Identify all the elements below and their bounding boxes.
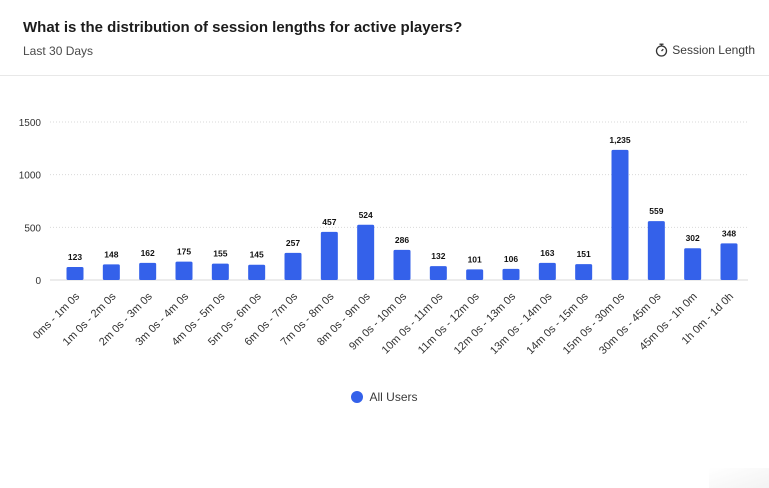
bar [248, 264, 266, 280]
data-label: 123 [68, 252, 82, 262]
x-tick-label: 14m 0s - 15m 0s [524, 290, 591, 357]
data-label: 257 [286, 238, 300, 248]
bar [175, 261, 193, 280]
bar [393, 249, 411, 280]
bar [647, 221, 665, 280]
bar [684, 248, 702, 280]
bar [284, 252, 302, 280]
x-tick-label: 30m 0s - 45m 0s [597, 290, 664, 357]
legend[interactable]: All Users [0, 390, 769, 404]
legend-label: All Users [369, 390, 418, 404]
bar [320, 231, 338, 280]
x-tick-label: 13m 0s - 14m 0s [488, 290, 555, 357]
data-label: 106 [504, 254, 518, 264]
y-tick-label: 1000 [19, 171, 42, 182]
bar [538, 262, 556, 280]
stopwatch-icon [655, 43, 668, 57]
bar [211, 263, 229, 280]
data-label: 286 [395, 235, 409, 245]
date-range-label: Last 30 Days [23, 44, 94, 58]
data-label: 524 [359, 210, 373, 220]
data-label: 145 [250, 250, 264, 260]
data-label: 175 [177, 247, 191, 257]
data-label: 101 [468, 254, 482, 264]
x-tick-label: 12m 0s - 13m 0s [452, 290, 519, 357]
corner-shadow [709, 468, 769, 488]
y-tick-label: 500 [24, 223, 41, 234]
metric-label: Session Length [672, 43, 755, 57]
bar [466, 269, 484, 280]
bar [429, 266, 447, 280]
data-label: 162 [141, 248, 155, 258]
x-tick-label: 10m 0s - 11m 0s [380, 290, 446, 356]
bar [720, 243, 738, 280]
data-label: 457 [322, 217, 336, 227]
bar [66, 267, 84, 280]
data-label: 163 [540, 248, 554, 258]
bar [502, 268, 520, 280]
data-label: 132 [431, 251, 445, 261]
y-tick-label: 1500 [19, 118, 42, 129]
header-divider [0, 75, 769, 76]
bar [139, 262, 157, 280]
y-tick-label: 0 [35, 276, 41, 287]
chart-title: What is the distribution of session leng… [23, 19, 463, 36]
x-tick-label: 15m 0s - 30m 0s [561, 290, 628, 357]
bar [357, 224, 375, 280]
legend-swatch [351, 391, 364, 403]
bar [575, 264, 593, 280]
bar [102, 264, 120, 280]
data-label: 559 [649, 206, 663, 216]
data-label: 348 [722, 228, 736, 238]
x-tick-label: 11m 0s - 12m 0s [416, 290, 482, 356]
data-label: 1,235 [609, 135, 631, 145]
data-label: 155 [213, 249, 227, 259]
data-label: 151 [577, 249, 591, 259]
bar [611, 149, 629, 280]
data-label: 302 [686, 233, 700, 243]
metric-selector[interactable]: Session Length [655, 43, 755, 57]
data-label: 148 [104, 249, 118, 259]
